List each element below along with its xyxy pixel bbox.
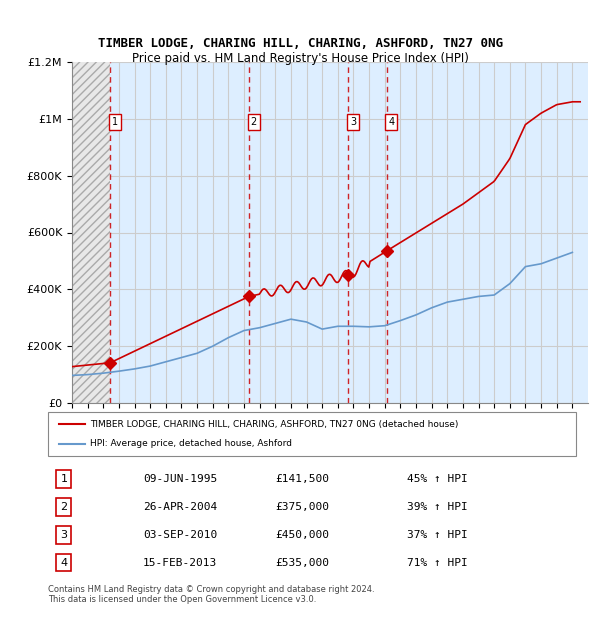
Bar <box>72 62 110 403</box>
FancyBboxPatch shape <box>48 412 576 456</box>
Text: 45% ↑ HPI: 45% ↑ HPI <box>407 474 468 484</box>
Text: 4: 4 <box>388 117 394 126</box>
Text: 3: 3 <box>61 529 67 539</box>
Text: 09-JUN-1995: 09-JUN-1995 <box>143 474 217 484</box>
Text: £375,000: £375,000 <box>275 502 329 512</box>
Text: 15-FEB-2013: 15-FEB-2013 <box>143 557 217 567</box>
Text: £141,500: £141,500 <box>275 474 329 484</box>
Text: TIMBER LODGE, CHARING HILL, CHARING, ASHFORD, TN27 0NG (detached house): TIMBER LODGE, CHARING HILL, CHARING, ASH… <box>90 420 458 429</box>
Text: Price paid vs. HM Land Registry's House Price Index (HPI): Price paid vs. HM Land Registry's House … <box>131 53 469 65</box>
Text: 26-APR-2004: 26-APR-2004 <box>143 502 217 512</box>
Text: Contains HM Land Registry data © Crown copyright and database right 2024.
This d: Contains HM Land Registry data © Crown c… <box>48 585 374 604</box>
Text: TIMBER LODGE, CHARING HILL, CHARING, ASHFORD, TN27 0NG: TIMBER LODGE, CHARING HILL, CHARING, ASH… <box>97 37 503 50</box>
Text: 71% ↑ HPI: 71% ↑ HPI <box>407 557 468 567</box>
Text: £535,000: £535,000 <box>275 557 329 567</box>
Text: 03-SEP-2010: 03-SEP-2010 <box>143 529 217 539</box>
Text: £450,000: £450,000 <box>275 529 329 539</box>
Text: 1: 1 <box>61 474 67 484</box>
Text: 1: 1 <box>112 117 118 126</box>
Text: 37% ↑ HPI: 37% ↑ HPI <box>407 529 468 539</box>
Text: 3: 3 <box>350 117 356 126</box>
Text: 2: 2 <box>60 502 67 512</box>
Text: 2: 2 <box>251 117 257 126</box>
Text: 39% ↑ HPI: 39% ↑ HPI <box>407 502 468 512</box>
Text: 4: 4 <box>60 557 67 567</box>
Text: HPI: Average price, detached house, Ashford: HPI: Average price, detached house, Ashf… <box>90 439 292 448</box>
